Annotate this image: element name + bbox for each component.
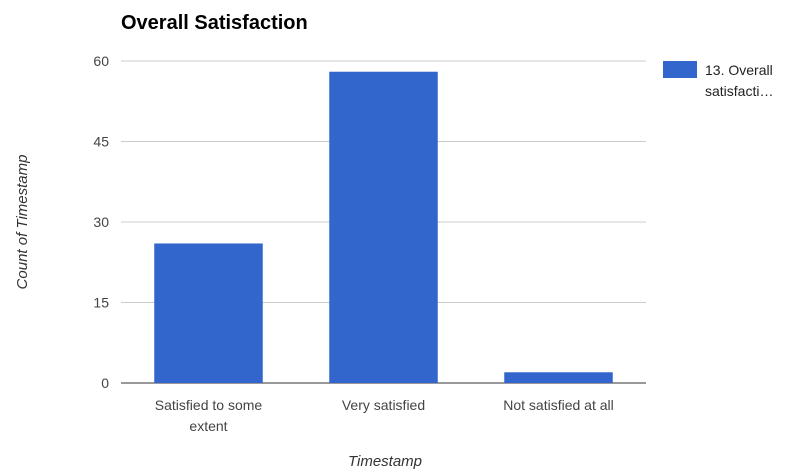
x-axis-title: Timestamp [348,453,422,469]
x-tick-label: Very satisfied [342,397,425,413]
legend[interactable]: 13. Overall satisfacti… [663,61,773,99]
y-tick-label: 0 [101,375,109,391]
x-tick-label: Not satisfied at all [503,397,614,413]
y-tick-label: 60 [93,53,109,69]
legend-label: satisfacti… [705,83,773,99]
legend-label: 13. Overall [705,62,773,78]
x-tick-label: Satisfied to some [155,397,263,413]
bar[interactable] [504,372,613,383]
x-axis-ticks: Satisfied to some extent Very satisfied Not… [155,397,614,434]
legend-swatch [663,61,697,78]
y-tick-label: 30 [93,214,109,230]
bar[interactable] [329,71,438,383]
y-tick-label: 15 [93,295,109,311]
bars [154,71,613,383]
y-axis-ticks: 0 15 30 45 60 [93,53,109,391]
y-axis-title: Count of Timestamp [14,155,31,290]
x-tick-label: extent [189,418,227,434]
chart-title: Overall Satisfaction [121,12,308,34]
bar[interactable] [154,243,263,383]
y-tick-label: 45 [93,134,109,150]
